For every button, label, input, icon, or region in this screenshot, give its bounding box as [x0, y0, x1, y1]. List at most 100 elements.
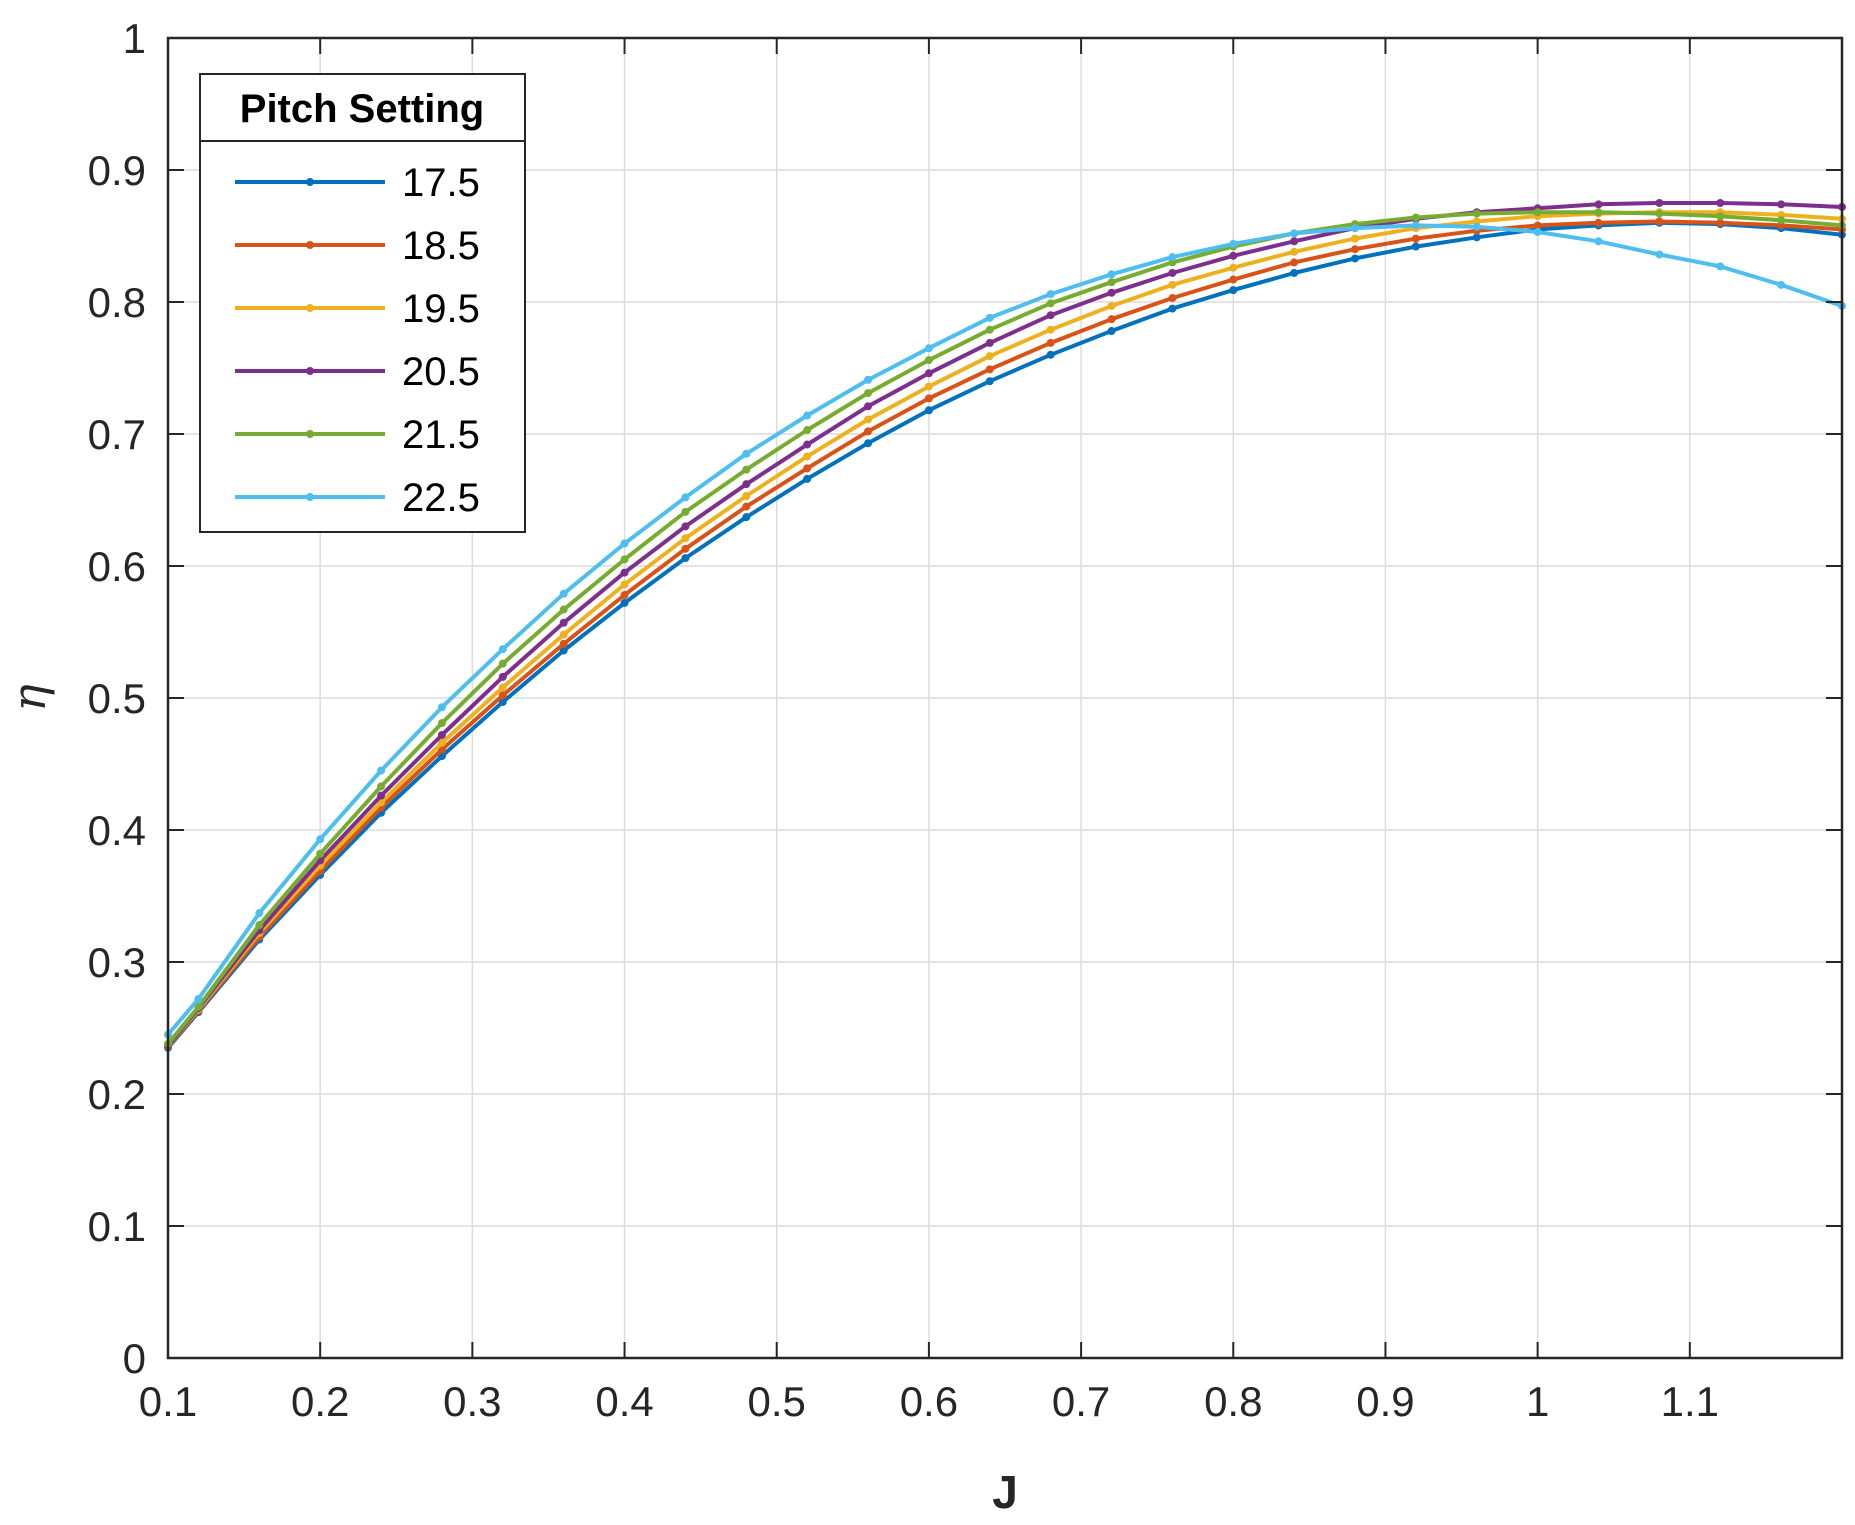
legend-item: 22.5: [235, 476, 480, 520]
data-point: [1229, 251, 1238, 260]
data-point: [803, 411, 812, 420]
legend-label: 17.5: [402, 161, 480, 205]
data-point: [316, 835, 325, 844]
data-point: [1594, 237, 1603, 246]
x-tick-label: 0.6: [900, 1378, 958, 1425]
data-point: [1168, 280, 1177, 289]
data-point: [1351, 234, 1360, 243]
legend-item: 18.5: [235, 224, 480, 268]
data-point: [620, 539, 629, 548]
legend-marker: [306, 493, 314, 501]
data-point: [1655, 217, 1664, 226]
data-point: [742, 513, 751, 522]
data-point: [559, 589, 568, 598]
data-point: [377, 791, 386, 800]
legend-marker: [306, 178, 314, 186]
data-point: [681, 534, 690, 543]
y-tick-label: 0.2: [88, 1071, 146, 1118]
data-point: [1777, 200, 1786, 209]
legend-label: 22.5: [402, 476, 480, 520]
data-point: [498, 645, 507, 654]
data-point: [1655, 209, 1664, 218]
data-point: [1046, 338, 1055, 347]
data-point: [620, 555, 629, 564]
data-point: [742, 502, 751, 511]
data-point: [1716, 199, 1725, 207]
data-point: [742, 449, 751, 458]
legend-marker: [306, 304, 314, 312]
data-point: [559, 630, 568, 639]
data-point: [1655, 199, 1664, 207]
data-point: [803, 464, 812, 473]
data-point: [924, 406, 933, 415]
data-point: [1716, 262, 1725, 271]
y-tick-label: 0.4: [88, 807, 146, 854]
data-point: [864, 389, 873, 398]
legend-marker: [306, 430, 314, 438]
data-point: [1046, 350, 1055, 359]
data-point: [437, 703, 446, 712]
data-point: [194, 1002, 203, 1011]
data-point: [1290, 237, 1299, 246]
legend-label: 20.5: [402, 350, 480, 394]
data-point: [681, 493, 690, 502]
x-tick-label: 0.8: [1204, 1378, 1262, 1425]
data-point: [1229, 275, 1238, 284]
legend-label: 19.5: [402, 287, 480, 331]
data-point: [924, 356, 933, 365]
data-point: [1655, 250, 1664, 259]
data-point: [985, 313, 994, 322]
y-tick-label: 0.6: [88, 543, 146, 590]
data-point: [1046, 299, 1055, 308]
legend-label: 18.5: [402, 224, 480, 268]
x-axis-label: J: [992, 1466, 1018, 1518]
data-point: [864, 375, 873, 384]
data-point: [620, 580, 629, 589]
series-group: [164, 199, 1846, 1052]
data-point: [1411, 221, 1420, 230]
legend-item: 20.5: [235, 350, 480, 394]
data-point: [1472, 222, 1481, 231]
data-point: [377, 782, 386, 791]
data-point: [985, 352, 994, 361]
x-tick-label: 0.7: [1052, 1378, 1110, 1425]
data-point: [194, 994, 203, 1003]
data-point: [1229, 239, 1238, 248]
data-point: [1533, 208, 1542, 217]
data-point: [924, 344, 933, 353]
data-point: [1716, 218, 1725, 227]
data-point: [985, 338, 994, 347]
data-point: [1594, 208, 1603, 217]
legend-marker: [306, 241, 314, 249]
data-point: [924, 369, 933, 378]
data-point: [985, 365, 994, 374]
legend-box: [199, 73, 526, 533]
data-point: [681, 522, 690, 531]
data-point: [255, 921, 264, 930]
data-point: [985, 377, 994, 386]
ticks: [167, 37, 1842, 1359]
legend-marker: [306, 367, 314, 375]
data-point: [498, 659, 507, 668]
legend-title: Pitch Setting: [240, 87, 484, 131]
data-point: [864, 402, 873, 411]
x-tick-label: 0.3: [443, 1378, 501, 1425]
data-point: [620, 568, 629, 577]
legend-item: 21.5: [235, 413, 480, 457]
data-point: [559, 646, 568, 655]
data-point: [1351, 254, 1360, 263]
data-point: [1411, 213, 1420, 222]
series-19-5: [164, 208, 1846, 1050]
x-tick-label: 0.2: [291, 1378, 349, 1425]
data-point: [498, 672, 507, 681]
data-point: [1107, 270, 1116, 279]
data-point: [1411, 242, 1420, 251]
data-point: [1107, 288, 1116, 297]
data-point: [803, 474, 812, 483]
data-point: [498, 683, 507, 692]
data-point: [498, 697, 507, 706]
data-point: [803, 452, 812, 461]
data-point: [742, 480, 751, 489]
x-tick-label: 1.1: [1661, 1378, 1719, 1425]
